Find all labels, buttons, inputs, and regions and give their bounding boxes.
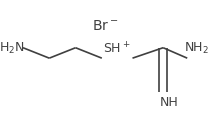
Text: SH$^+$: SH$^+$ [103,41,131,56]
Text: Br$^-$: Br$^-$ [92,18,118,32]
Text: H$_2$N: H$_2$N [0,41,25,56]
Text: NH$_2$: NH$_2$ [184,41,208,56]
Text: NH: NH [159,95,178,108]
